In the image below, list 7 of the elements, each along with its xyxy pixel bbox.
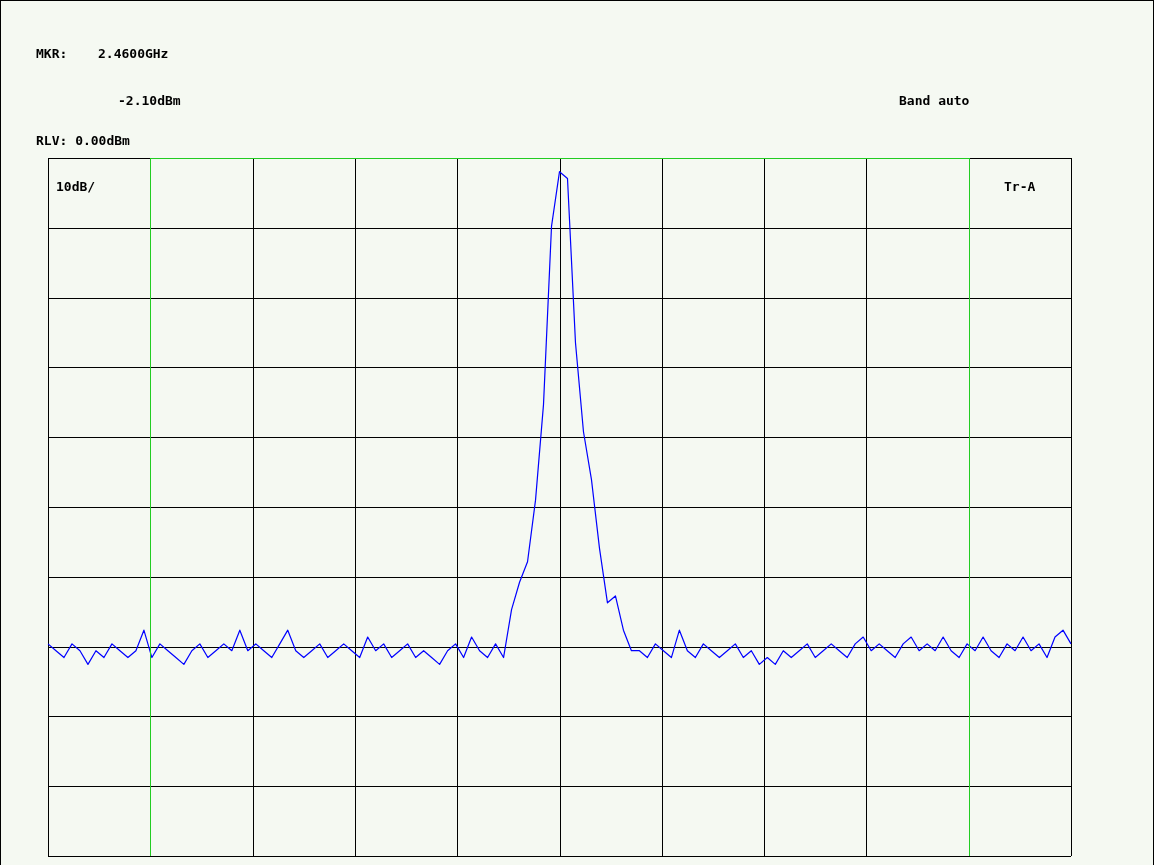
annotation: Tr-A: [1004, 179, 1036, 194]
text: RLV: 0.00dBm: [36, 133, 130, 148]
text: MKR:: [36, 46, 68, 61]
text: -2.10dBm: [118, 93, 181, 108]
text: Band auto: [899, 93, 970, 108]
text: 2.4600GHz: [98, 46, 169, 61]
annotation: 10dB/: [56, 179, 96, 194]
